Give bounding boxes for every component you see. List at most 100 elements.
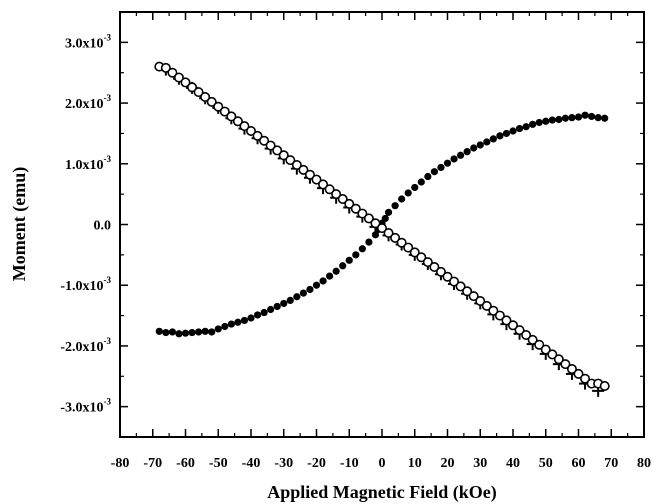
open-circle-point [449, 276, 460, 287]
filled-circle-point [345, 256, 353, 264]
y-axis-title: Moment (emu) [9, 167, 30, 281]
filled-circle-point [293, 293, 301, 301]
x-tick-label: -60 [176, 456, 195, 471]
filled-circle-point [195, 328, 203, 336]
filled-circle-point [391, 202, 399, 210]
open-circle-point [422, 257, 433, 268]
open-circle-point [442, 271, 453, 282]
filled-circle-point [221, 322, 229, 331]
x-tick-label: 80 [637, 456, 651, 471]
open-circle-point [187, 82, 198, 93]
open-circle-point [344, 198, 355, 209]
filled-circle-point [443, 159, 452, 167]
open-circle-point [272, 145, 283, 156]
filled-circle-point [280, 299, 288, 308]
open-circle-point [599, 380, 610, 391]
open-circle-point [265, 140, 276, 151]
filled-circle-point [588, 112, 596, 121]
filled-circle-point [457, 151, 465, 159]
filled-circle-point [417, 178, 425, 186]
filled-circle-point [260, 308, 268, 317]
filled-circle-point [240, 316, 249, 325]
open-circle-point [481, 300, 492, 311]
filled-circle-point [214, 325, 222, 333]
open-circle-point [566, 363, 577, 374]
filled-circle-point [430, 168, 438, 176]
open-circle-point [462, 286, 473, 297]
open-circle-point [580, 373, 591, 384]
open-circle-point [311, 174, 322, 185]
open-circle-point [193, 87, 204, 98]
x-tick-label: 40 [506, 456, 520, 471]
filled-circle-point [201, 327, 209, 335]
open-circle-point [324, 184, 335, 195]
x-tick-label: 0 [379, 456, 386, 471]
open-circle-point [514, 325, 525, 336]
filled-circle-point [162, 328, 170, 337]
open-circle-point [573, 368, 584, 379]
filled-circle-point [181, 329, 190, 337]
filled-circle-point [358, 245, 366, 253]
filled-circle-point [306, 285, 314, 294]
filled-circle-point [365, 238, 373, 246]
filled-circle-point [489, 135, 497, 143]
x-tick-label: 50 [539, 456, 553, 471]
open-circle-point [403, 242, 414, 253]
y-tick-label: 2.0x10-3 [65, 93, 111, 112]
filled-circle-point [332, 267, 340, 275]
open-circle-point [507, 320, 518, 331]
open-circle-point [213, 101, 224, 112]
filled-circle-point [548, 116, 556, 124]
y-tick-label: 3.0x10-3 [65, 32, 111, 51]
open-circle-point [363, 213, 374, 224]
y-tick-label: -3.0x10-3 [60, 397, 111, 416]
x-tick-label: 60 [572, 456, 586, 471]
x-tick-label: 30 [473, 456, 487, 471]
x-tick-label: -20 [307, 456, 326, 471]
open-circle-point [521, 329, 532, 340]
filled-circle-point [273, 302, 281, 311]
filled-circle-point [411, 183, 419, 192]
open-circle-point [527, 334, 538, 345]
x-tick-label: -10 [340, 456, 359, 471]
filled-circle-point [339, 262, 347, 270]
open-circle-point [160, 62, 171, 73]
filled-circle-point [502, 129, 511, 138]
filled-circle-point [515, 124, 524, 133]
filled-circle-point [398, 195, 406, 203]
open-circle-point [259, 135, 270, 146]
filled-circle-point [483, 138, 491, 146]
filled-circle-point [234, 318, 242, 326]
open-circle-point [285, 155, 296, 166]
filled-circle-point [594, 114, 602, 122]
filled-circle-point [561, 114, 570, 122]
open-circle-point [180, 77, 191, 88]
x-tick-label: 70 [604, 456, 618, 471]
filled-circle-point [424, 172, 432, 181]
open-circle-point [547, 349, 558, 360]
open-circle-point [560, 359, 571, 370]
open-circle-point [200, 92, 211, 103]
filled-circle-point [601, 114, 609, 122]
open-circle-point [475, 295, 486, 306]
open-circle-point [416, 252, 427, 263]
open-circle-point [468, 291, 479, 302]
x-tick-label: -70 [143, 456, 162, 471]
open-circle-point [455, 281, 466, 292]
filled-circle-point [326, 272, 334, 280]
filled-circle-point [404, 189, 412, 197]
y-tick-label: 1.0x10-3 [65, 154, 111, 173]
open-circle-point [173, 72, 184, 83]
open-circle-point [396, 237, 407, 248]
open-circle-point [390, 232, 401, 243]
filled-circle-point [384, 208, 393, 216]
open-circle-point [232, 116, 243, 127]
x-tick-label: -80 [111, 456, 130, 471]
filled-circle-point [208, 328, 216, 336]
x-tick-label: 10 [408, 456, 422, 471]
open-circle-point [298, 164, 309, 175]
filled-circle-point [286, 296, 294, 304]
filled-circle-point [522, 123, 530, 131]
filled-circle-point [574, 113, 583, 121]
